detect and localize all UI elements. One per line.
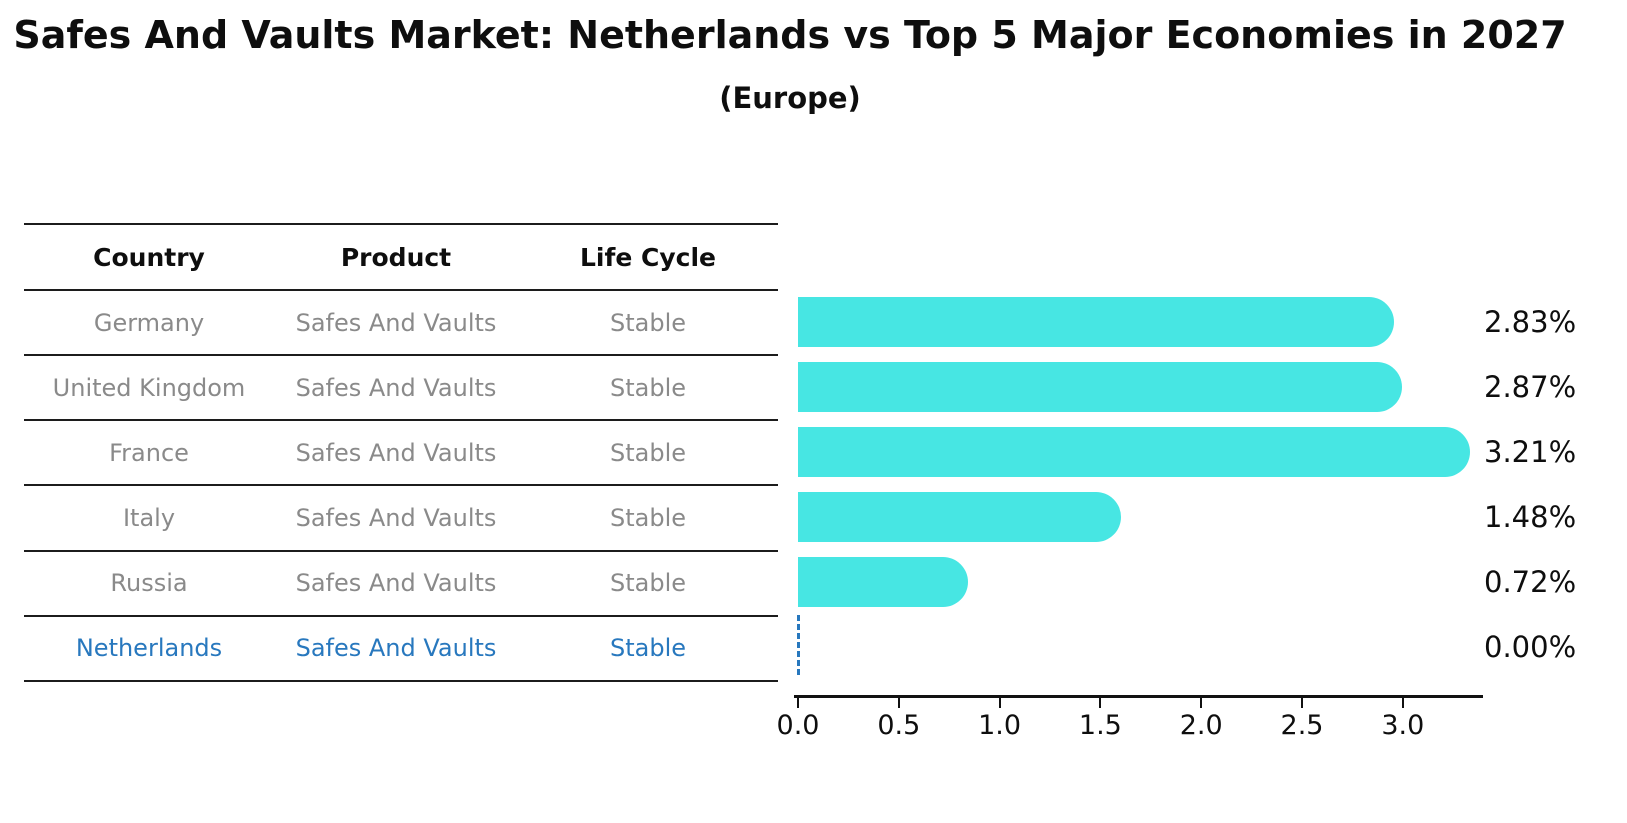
x-axis-tick	[1200, 698, 1203, 708]
cell-life-cycle: Stable	[609, 569, 687, 598]
bar-france	[798, 427, 1471, 477]
table-header-row: Country Product Life Cycle	[24, 225, 778, 291]
bar-chart: 2.83% 2.87% 3.21% 1.48% 0.72% 0.00% 0.0 …	[777, 289, 1627, 759]
value-label-united-kingdom: 2.87%	[1484, 369, 1577, 404]
cell-life-cycle: Stable	[609, 373, 687, 402]
cell-product: Safes And Vaults	[295, 373, 497, 402]
cell-product: Safes And Vaults	[295, 504, 497, 533]
cell-product: Safes And Vaults	[295, 569, 497, 598]
cell-country: Russia	[110, 569, 188, 598]
x-axis-tick	[897, 698, 900, 708]
column-header-product: Product	[340, 242, 452, 272]
table-row-netherlands: Netherlands Safes And Vaults Stable	[24, 617, 778, 682]
x-axis-tick	[1301, 698, 1303, 708]
cell-life-cycle: Stable	[609, 634, 687, 663]
value-label-netherlands: 0.00%	[1484, 630, 1577, 665]
x-axis-tick-label: 1.5	[1078, 710, 1122, 741]
country-table: Country Product Life Cycle Germany Safes…	[24, 223, 778, 682]
bar-italy	[798, 492, 1122, 542]
table-row-united-kingdom: United Kingdom Safes And Vaults Stable	[24, 356, 778, 422]
x-axis-tick-label: 3.0	[1381, 710, 1425, 741]
cell-country: Italy	[122, 504, 176, 533]
x-axis-tick	[1099, 698, 1102, 708]
column-header-life-cycle: Life Cycle	[579, 242, 717, 272]
bar-russia	[798, 557, 969, 607]
x-axis-tick	[998, 698, 1001, 708]
zero-value-dashed-marker	[797, 615, 800, 675]
x-axis-tick-label: 1.0	[978, 710, 1022, 741]
x-axis-tick-label: 2.0	[1179, 710, 1223, 741]
table-row-france: France Safes And Vaults Stable	[24, 421, 778, 487]
x-axis-tick-label: 0.0	[776, 710, 820, 741]
x-axis-tick	[797, 698, 799, 708]
cell-life-cycle: Stable	[609, 438, 687, 467]
cell-product: Safes And Vaults	[295, 308, 497, 337]
cell-country: France	[109, 438, 189, 467]
x-axis-line	[794, 695, 1483, 698]
cell-product: Safes And Vaults	[295, 438, 497, 467]
value-label-france: 3.21%	[1484, 434, 1577, 469]
x-axis-tick-label: 2.5	[1280, 710, 1324, 741]
cell-country: United Kingdom	[52, 373, 246, 402]
chart-title: Safes And Vaults Market: Netherlands vs …	[13, 13, 1567, 57]
value-label-russia: 0.72%	[1484, 565, 1577, 600]
column-header-country: Country	[93, 242, 205, 272]
cell-life-cycle: Stable	[609, 504, 687, 533]
cell-life-cycle: Stable	[609, 308, 687, 337]
bar-united-kingdom	[798, 362, 1402, 412]
x-axis-tick-label: 0.5	[877, 710, 921, 741]
cell-country: Netherlands	[75, 634, 223, 663]
table-row-germany: Germany Safes And Vaults Stable	[24, 291, 778, 357]
x-axis-tick	[1401, 698, 1404, 708]
chart-subtitle: (Europe)	[719, 81, 861, 115]
bar-germany	[798, 297, 1394, 347]
table-row-russia: Russia Safes And Vaults Stable	[24, 552, 778, 617]
value-label-germany: 2.83%	[1484, 304, 1577, 339]
cell-product: Safes And Vaults	[295, 634, 497, 663]
cell-country: Germany	[93, 308, 205, 337]
value-label-italy: 1.48%	[1484, 500, 1577, 535]
table-row-italy: Italy Safes And Vaults Stable	[24, 486, 778, 552]
